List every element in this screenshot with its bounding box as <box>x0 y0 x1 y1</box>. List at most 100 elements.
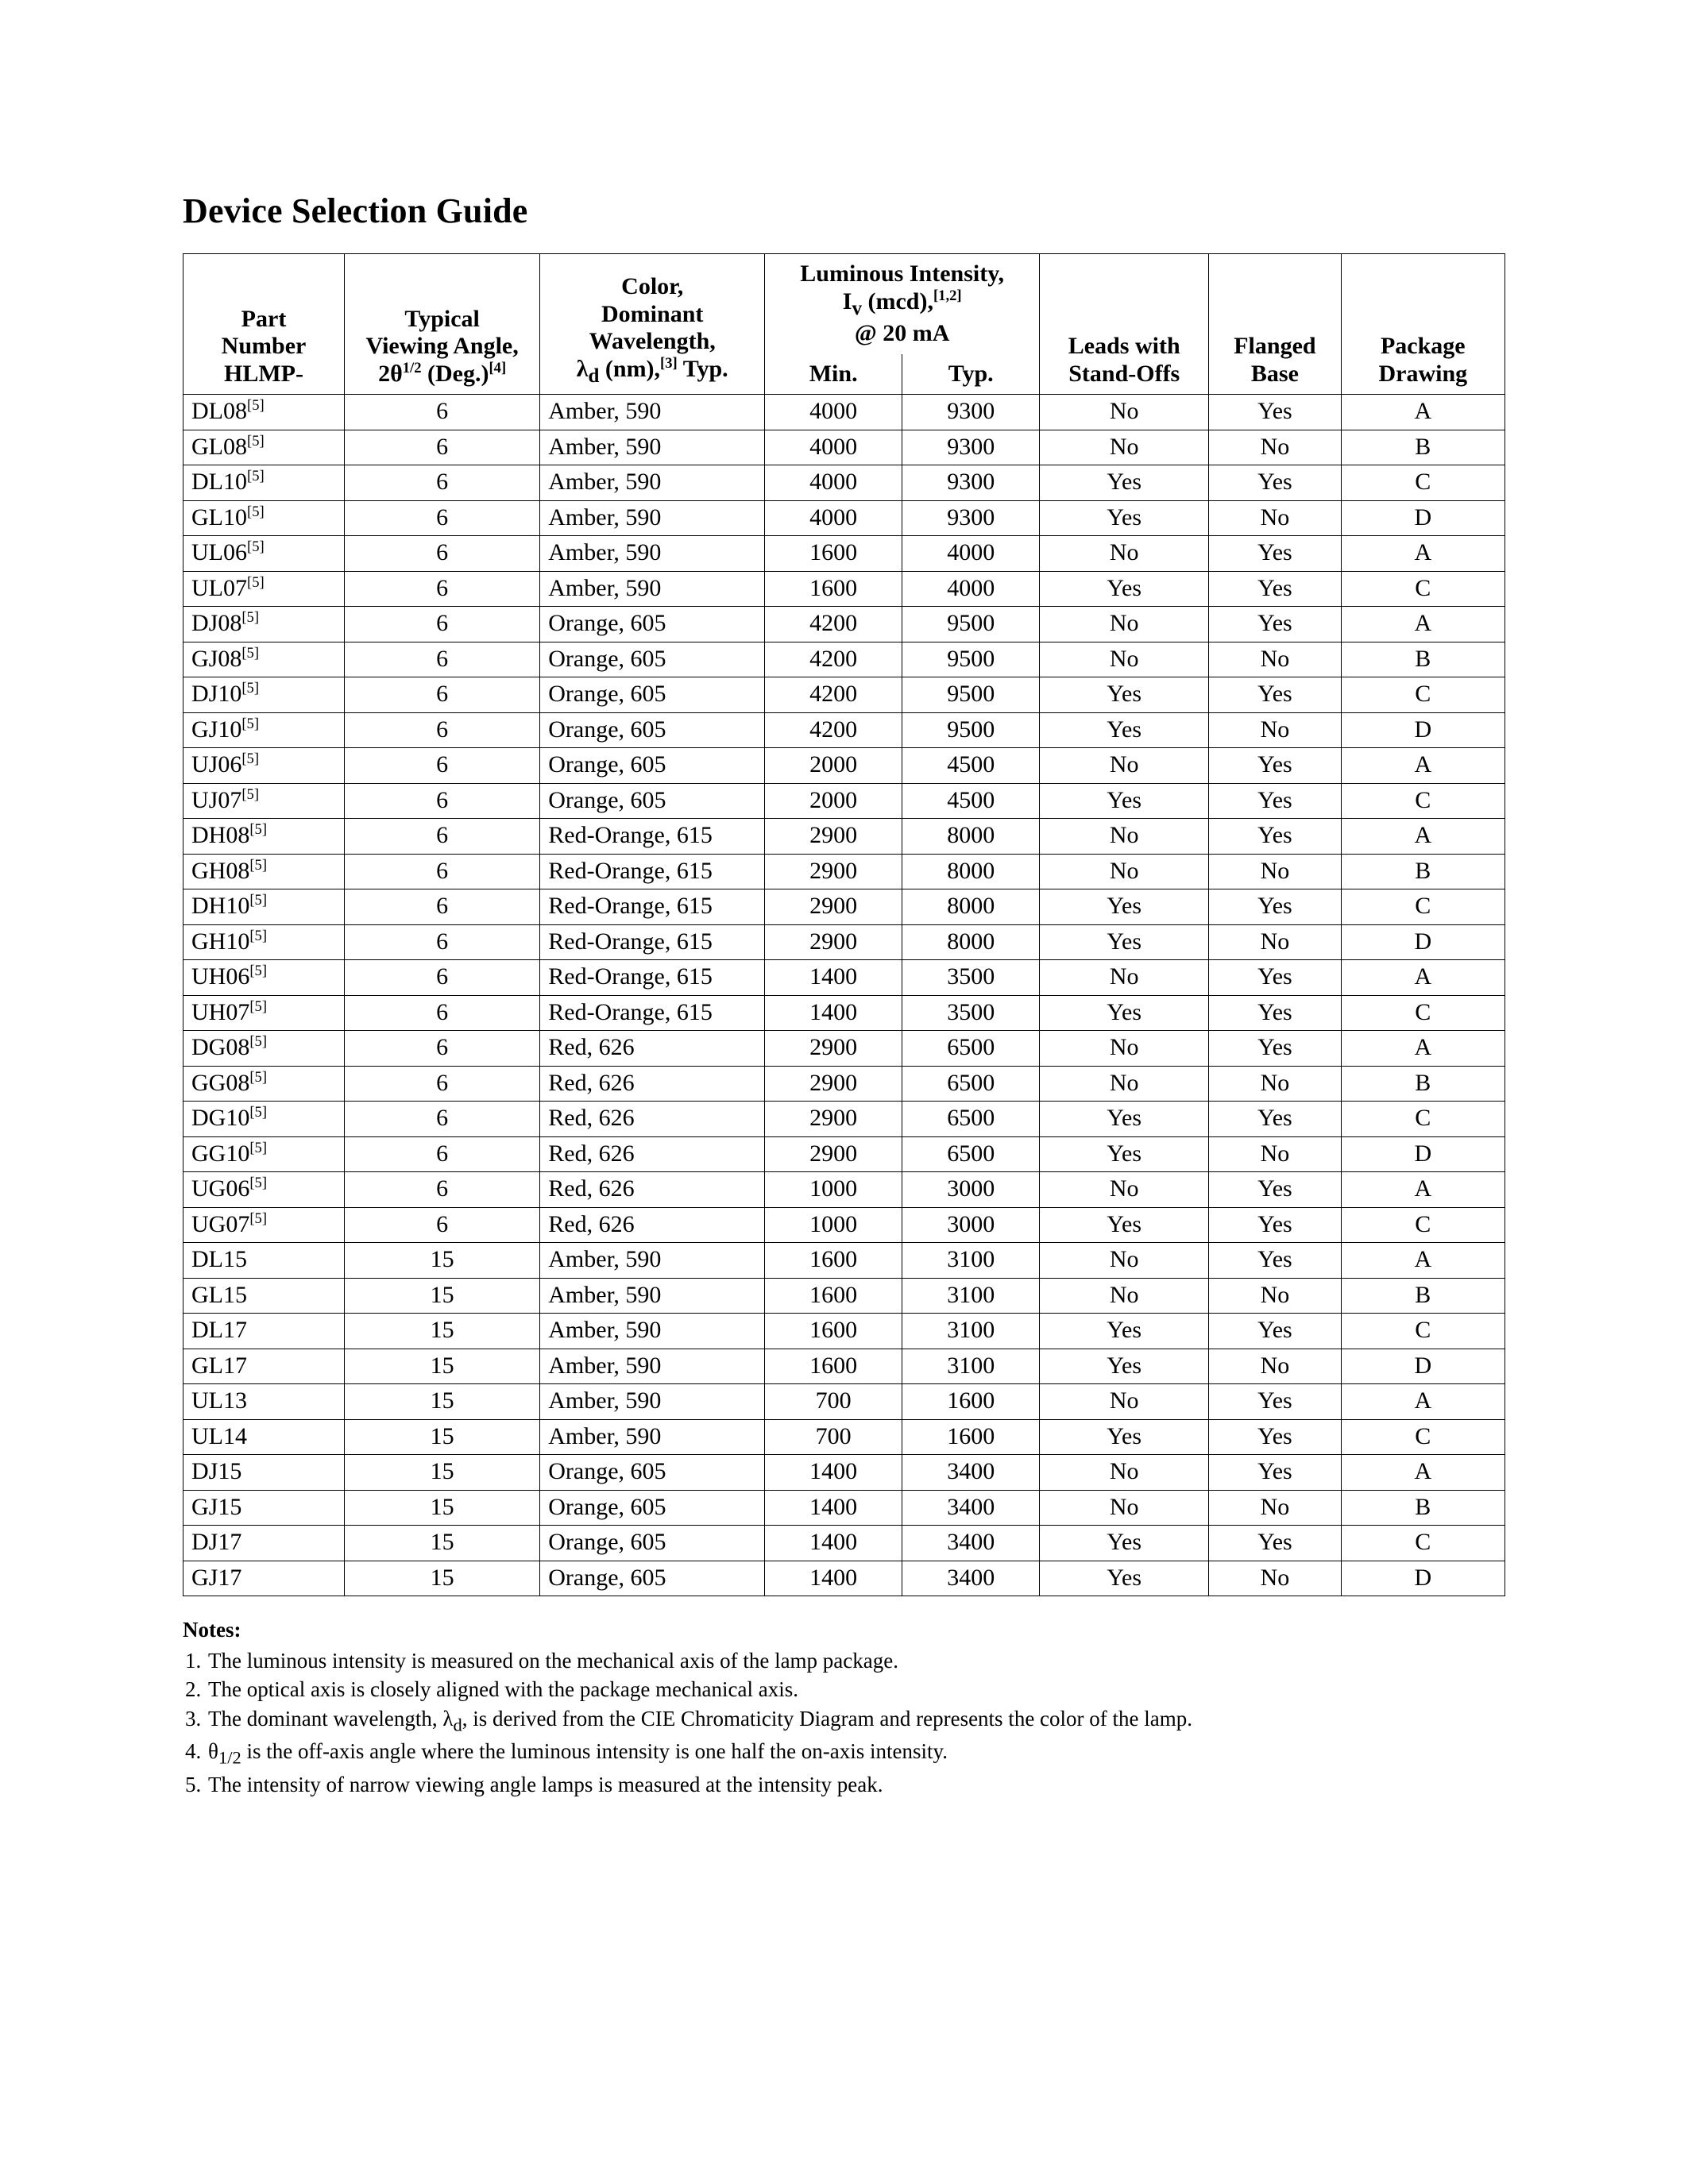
cell-flanged-base: No <box>1209 924 1341 960</box>
cell-color: Orange, 605 <box>540 1526 765 1561</box>
note-item: The optical axis is closely aligned with… <box>207 1675 1505 1704</box>
cell-part-number: DJ10[5] <box>183 677 345 713</box>
cell-flanged-base: Yes <box>1209 536 1341 572</box>
cell-typ: 9500 <box>902 642 1040 677</box>
cell-package-drawing: C <box>1341 1314 1505 1349</box>
table-row: UJ06[5]6Orange, 60520004500NoYesA <box>183 748 1505 784</box>
table-row: GJ1715Orange, 60514003400YesNoD <box>183 1561 1505 1596</box>
cell-min: 2900 <box>765 854 902 889</box>
cell-part-number: UH07[5] <box>183 995 345 1031</box>
col-luminous-intensity: Luminous Intensity, Iv (mcd),[1,2] @ 20 … <box>765 254 1040 354</box>
cell-color: Orange, 605 <box>540 712 765 748</box>
cell-viewing-angle: 6 <box>345 1031 540 1067</box>
note-item: The intensity of narrow viewing angle la… <box>207 1770 1505 1799</box>
cell-viewing-angle: 15 <box>345 1349 540 1384</box>
cell-standoffs: No <box>1040 1490 1209 1526</box>
cell-min: 2000 <box>765 748 902 784</box>
cell-typ: 3000 <box>902 1172 1040 1208</box>
cell-min: 2900 <box>765 1031 902 1067</box>
cell-color: Amber, 590 <box>540 536 765 572</box>
cell-color: Red, 626 <box>540 1102 765 1137</box>
table-body: DL08[5]6Amber, 59040009300NoYesAGL08[5]6… <box>183 395 1505 1596</box>
cell-standoffs: No <box>1040 430 1209 465</box>
hdr-text: 2θ1/2 (Deg.)[4] <box>378 361 506 387</box>
cell-viewing-angle: 15 <box>345 1314 540 1349</box>
table-row: DJ08[5]6Orange, 60542009500NoYesA <box>183 607 1505 642</box>
cell-package-drawing: C <box>1341 1419 1505 1455</box>
cell-standoffs: Yes <box>1040 465 1209 501</box>
cell-flanged-base: No <box>1209 430 1341 465</box>
cell-color: Red, 626 <box>540 1207 765 1243</box>
cell-min: 1000 <box>765 1207 902 1243</box>
cell-standoffs: Yes <box>1040 1526 1209 1561</box>
cell-part-number: UH06[5] <box>183 960 345 996</box>
cell-typ: 4000 <box>902 536 1040 572</box>
table-row: UJ07[5]6Orange, 60520004500YesYesC <box>183 783 1505 819</box>
cell-typ: 3500 <box>902 960 1040 996</box>
cell-part-number: UJ06[5] <box>183 748 345 784</box>
hdr-text: Color, <box>621 273 683 299</box>
table-row: DJ1515Orange, 60514003400NoYesA <box>183 1455 1505 1491</box>
cell-part-number: GH10[5] <box>183 924 345 960</box>
hdr-text: Viewing Angle, <box>366 333 519 359</box>
cell-standoffs: Yes <box>1040 1102 1209 1137</box>
cell-package-drawing: B <box>1341 430 1505 465</box>
cell-color: Orange, 605 <box>540 1490 765 1526</box>
cell-typ: 8000 <box>902 854 1040 889</box>
cell-color: Amber, 590 <box>540 1243 765 1279</box>
cell-flanged-base: Yes <box>1209 1102 1341 1137</box>
cell-flanged-base: Yes <box>1209 1314 1341 1349</box>
cell-min: 4200 <box>765 712 902 748</box>
cell-viewing-angle: 6 <box>345 1136 540 1172</box>
cell-viewing-angle: 6 <box>345 712 540 748</box>
cell-typ: 1600 <box>902 1419 1040 1455</box>
cell-min: 1600 <box>765 1314 902 1349</box>
table-row: DJ10[5]6Orange, 60542009500YesYesC <box>183 677 1505 713</box>
cell-viewing-angle: 15 <box>345 1278 540 1314</box>
cell-part-number: UG07[5] <box>183 1207 345 1243</box>
cell-min: 1400 <box>765 1526 902 1561</box>
cell-part-number: DG10[5] <box>183 1102 345 1137</box>
cell-color: Amber, 590 <box>540 395 765 430</box>
cell-color: Orange, 605 <box>540 1455 765 1491</box>
table-row: DH10[5]6Red-Orange, 61529008000YesYesC <box>183 889 1505 925</box>
cell-part-number: UL13 <box>183 1384 345 1420</box>
hdr-text: @ 20 mA <box>855 320 950 346</box>
cell-color: Orange, 605 <box>540 748 765 784</box>
cell-typ: 1600 <box>902 1384 1040 1420</box>
cell-viewing-angle: 6 <box>345 748 540 784</box>
cell-standoffs: No <box>1040 748 1209 784</box>
cell-flanged-base: Yes <box>1209 1172 1341 1208</box>
cell-package-drawing: C <box>1341 995 1505 1031</box>
cell-package-drawing: C <box>1341 571 1505 607</box>
col-package-drawing: Package Drawing <box>1341 254 1505 395</box>
cell-standoffs: No <box>1040 1066 1209 1102</box>
notes-section: Notes: The luminous intensity is measure… <box>183 1615 1505 1799</box>
cell-standoffs: No <box>1040 1455 1209 1491</box>
cell-package-drawing: C <box>1341 1526 1505 1561</box>
cell-package-drawing: A <box>1341 819 1505 855</box>
cell-min: 4000 <box>765 395 902 430</box>
table-row: GL1515Amber, 59016003100NoNoB <box>183 1278 1505 1314</box>
cell-viewing-angle: 6 <box>345 395 540 430</box>
cell-part-number: GH08[5] <box>183 854 345 889</box>
cell-package-drawing: B <box>1341 1066 1505 1102</box>
cell-viewing-angle: 15 <box>345 1243 540 1279</box>
cell-package-drawing: B <box>1341 1278 1505 1314</box>
hdr-text: Luminous Intensity, <box>800 260 1004 287</box>
cell-standoffs: Yes <box>1040 1314 1209 1349</box>
cell-package-drawing: D <box>1341 1136 1505 1172</box>
cell-flanged-base: No <box>1209 1490 1341 1526</box>
col-leads-standoffs: Leads with Stand-Offs <box>1040 254 1209 395</box>
cell-part-number: DJ15 <box>183 1455 345 1491</box>
cell-color: Red, 626 <box>540 1066 765 1102</box>
cell-typ: 8000 <box>902 924 1040 960</box>
table-row: DJ1715Orange, 60514003400YesYesC <box>183 1526 1505 1561</box>
cell-standoffs: No <box>1040 1278 1209 1314</box>
cell-min: 2900 <box>765 1102 902 1137</box>
cell-package-drawing: D <box>1341 1349 1505 1384</box>
cell-package-drawing: C <box>1341 1207 1505 1243</box>
cell-color: Amber, 590 <box>540 1419 765 1455</box>
hdr-text: Stand-Offs <box>1068 361 1180 387</box>
cell-min: 4000 <box>765 430 902 465</box>
